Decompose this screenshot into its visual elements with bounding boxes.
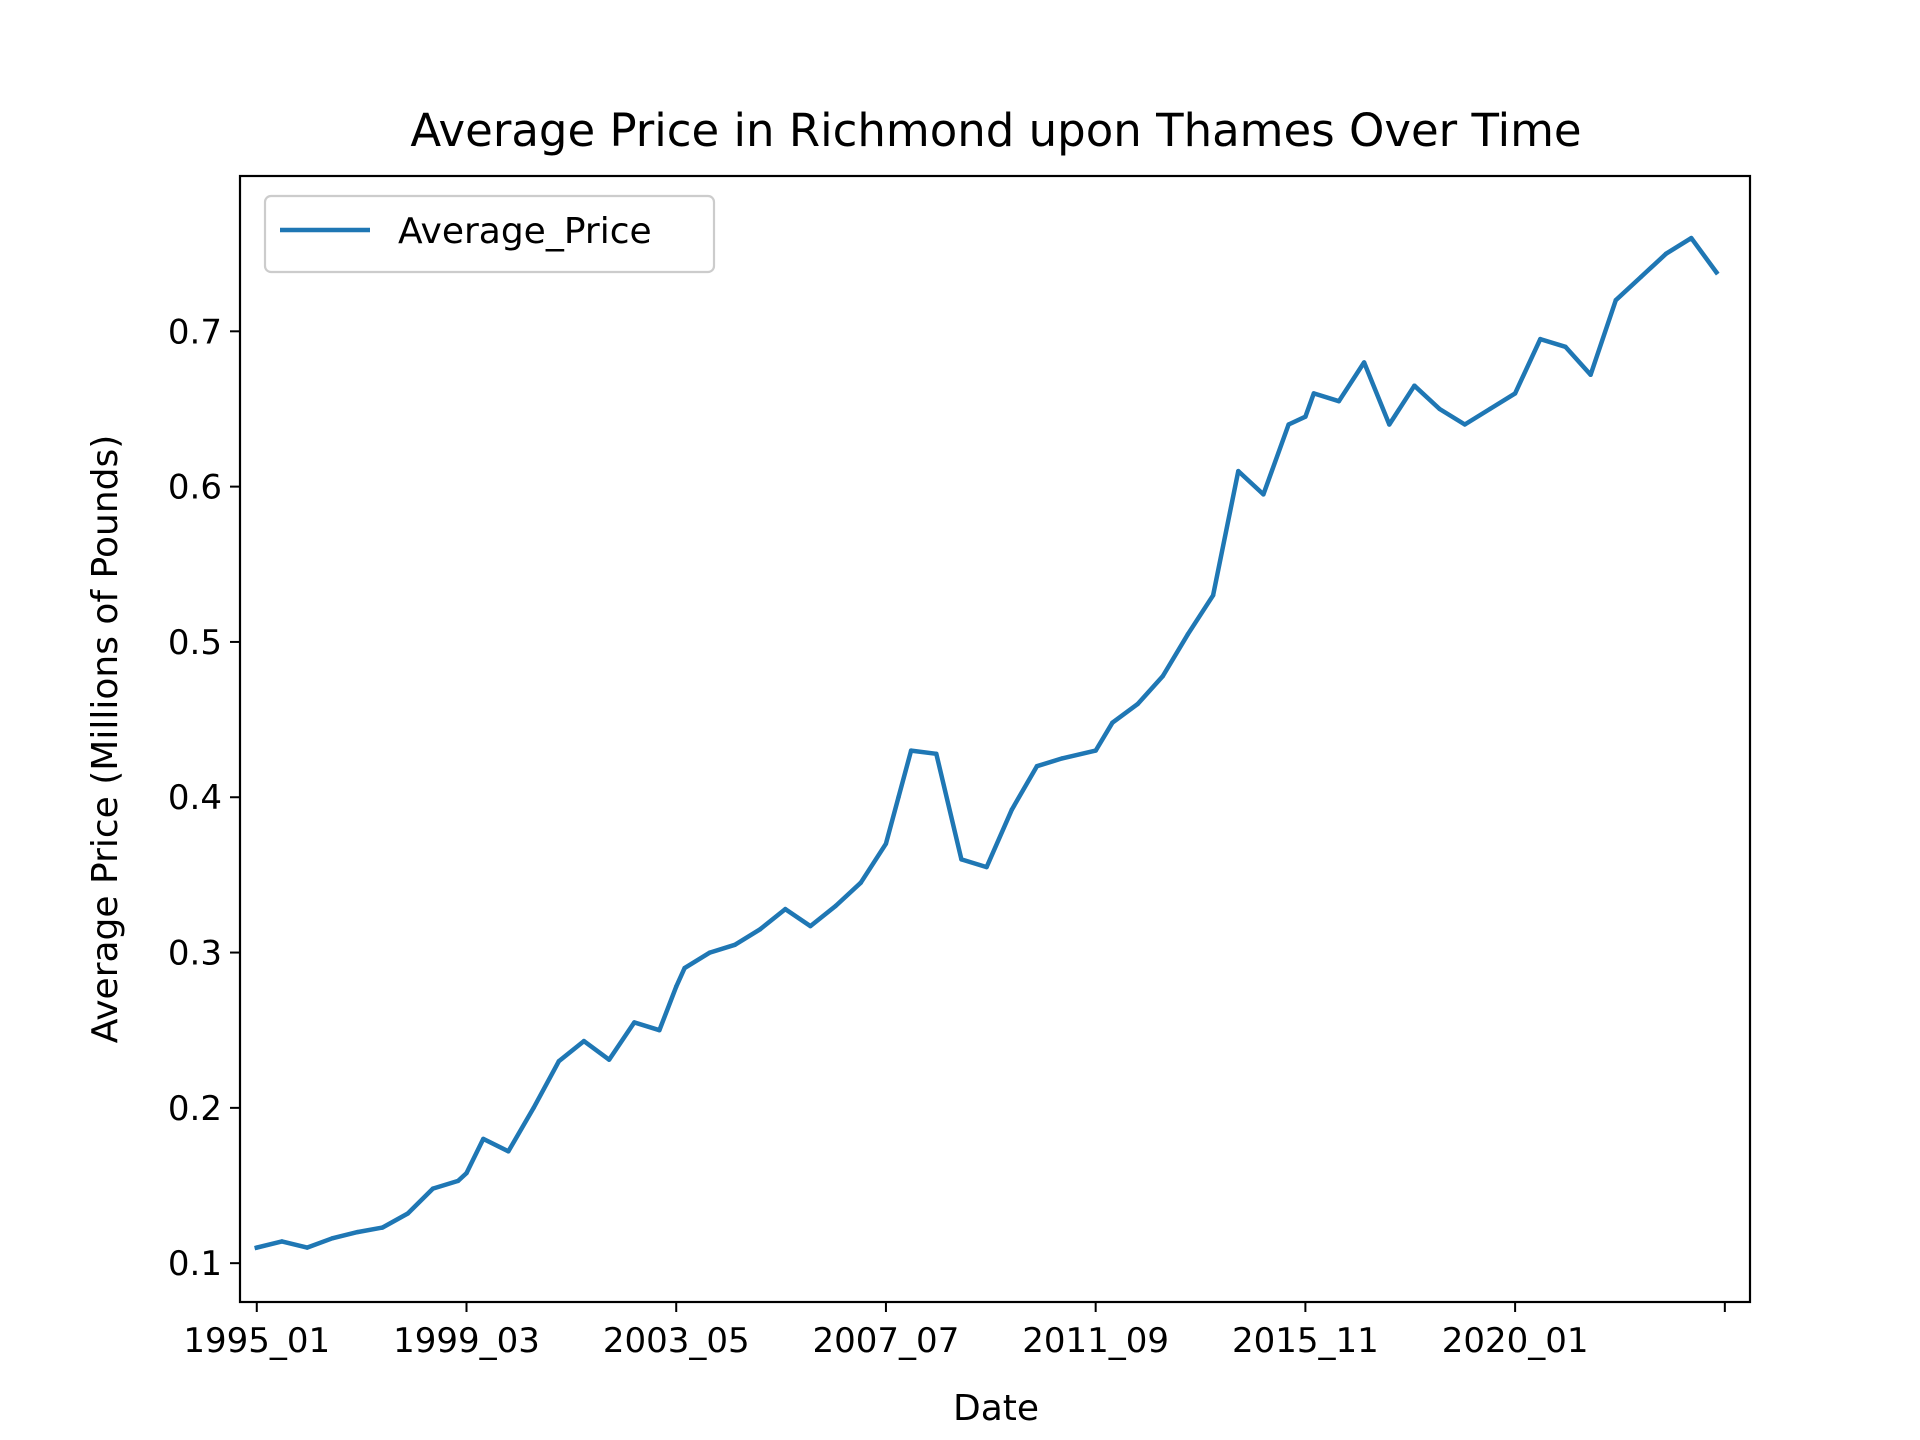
data-point: [1613, 298, 1619, 303]
data-point: [808, 923, 813, 929]
data-point: [1311, 391, 1317, 396]
y-tick-label: 0.6: [168, 468, 222, 508]
data-point: [707, 950, 712, 955]
data-point: [674, 984, 679, 989]
x-tick-label: 1999_03: [393, 1321, 540, 1361]
x-tick-label: 2015_11: [1232, 1321, 1379, 1361]
y-tick-label: 0.1: [168, 1244, 222, 1284]
data-point: [896, 795, 901, 800]
y-tick-label: 0.4: [168, 778, 222, 818]
data-point: [1236, 468, 1241, 474]
y-tick-label: 0.2: [168, 1089, 222, 1129]
x-tick-label: 2003_05: [603, 1321, 750, 1361]
data-point: [481, 1136, 486, 1142]
data-point: [254, 1245, 259, 1250]
data-point: [506, 1149, 511, 1154]
data-point: [984, 864, 989, 870]
data-point: [430, 1186, 436, 1191]
data-point: [1387, 422, 1392, 427]
data-point: [632, 1020, 637, 1025]
data-point: [531, 1105, 536, 1111]
data-point: [1210, 593, 1216, 598]
chart-title: Average Price in Richmond upon Thames Ov…: [410, 104, 1581, 157]
data-point: [1009, 807, 1014, 812]
data-point: [1034, 764, 1040, 769]
data-point: [732, 942, 738, 947]
data-point: [1286, 422, 1291, 427]
y-axis-label: Average Price (Millions of Pounds): [85, 435, 126, 1044]
data-point: [1689, 235, 1694, 241]
data-point: [1487, 406, 1493, 412]
legend: Average_Price: [263, 194, 716, 274]
data-point: [1538, 336, 1543, 342]
data-point: [682, 965, 687, 971]
data-point: [1512, 391, 1518, 396]
data-point: [1303, 414, 1308, 419]
data-point: [908, 748, 914, 753]
data-point: [883, 841, 889, 846]
data-point: [934, 751, 939, 756]
data-point: [1437, 406, 1442, 412]
x-axis-label: Date: [953, 1388, 1039, 1429]
data-point: [858, 880, 863, 885]
data-point: [757, 927, 763, 932]
data-point: [1059, 756, 1065, 761]
data-point: [833, 903, 838, 909]
data-point: [355, 1229, 360, 1235]
y-tick-label: 0.3: [168, 934, 222, 974]
data-point: [279, 1239, 285, 1244]
data-point: [556, 1059, 561, 1064]
x-tick-label: 2011_09: [1022, 1321, 1169, 1361]
y-tick-label: 0.7: [168, 312, 222, 352]
plot-frame: [238, 174, 1752, 1304]
data-point: [1135, 701, 1140, 707]
data-point: [1261, 492, 1266, 497]
data-point: [304, 1245, 310, 1250]
data-point: [1336, 399, 1342, 404]
data-point: [959, 857, 964, 862]
data-point: [657, 1028, 662, 1033]
data-point: [1714, 270, 1719, 275]
data-point: [1361, 360, 1367, 365]
data-point: [1412, 383, 1417, 388]
data-point: [1093, 748, 1098, 753]
data-point: [1588, 372, 1593, 377]
y-axis: 0.1 0.2 0.3 0.4 0.5 0.6 0.7: [168, 312, 240, 1284]
data-point: [455, 1178, 461, 1184]
data-point: [464, 1170, 469, 1176]
data-point: [380, 1225, 385, 1230]
data-point: [405, 1211, 410, 1216]
data-point: [606, 1057, 612, 1062]
data-point: [1185, 632, 1191, 637]
data-point: [1563, 344, 1568, 349]
data-point: [1160, 673, 1166, 679]
x-tick-label: 2020_01: [1442, 1321, 1589, 1361]
y-tick-label: 0.5: [168, 623, 222, 663]
data-point: [581, 1038, 587, 1044]
legend-entry-average-price: Average_Price: [398, 211, 652, 252]
data-point: [1110, 720, 1115, 725]
legend-box: [263, 194, 716, 274]
x-tick-label: 1995_01: [183, 1321, 330, 1361]
data-point: [1462, 422, 1468, 427]
data-point: [1638, 274, 1644, 280]
x-axis: 1995_01 1999_03 2003_05 2007_07 2011_09 2015_…: [183, 1302, 1726, 1361]
data-point: [330, 1236, 335, 1241]
data-point: [1663, 251, 1669, 256]
data-point: [783, 906, 788, 912]
plot-area: [254, 235, 1720, 1251]
x-tick-label: 2007_07: [813, 1321, 960, 1361]
